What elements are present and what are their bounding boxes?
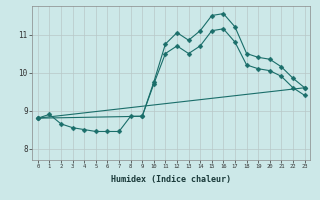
X-axis label: Humidex (Indice chaleur): Humidex (Indice chaleur) [111, 175, 231, 184]
